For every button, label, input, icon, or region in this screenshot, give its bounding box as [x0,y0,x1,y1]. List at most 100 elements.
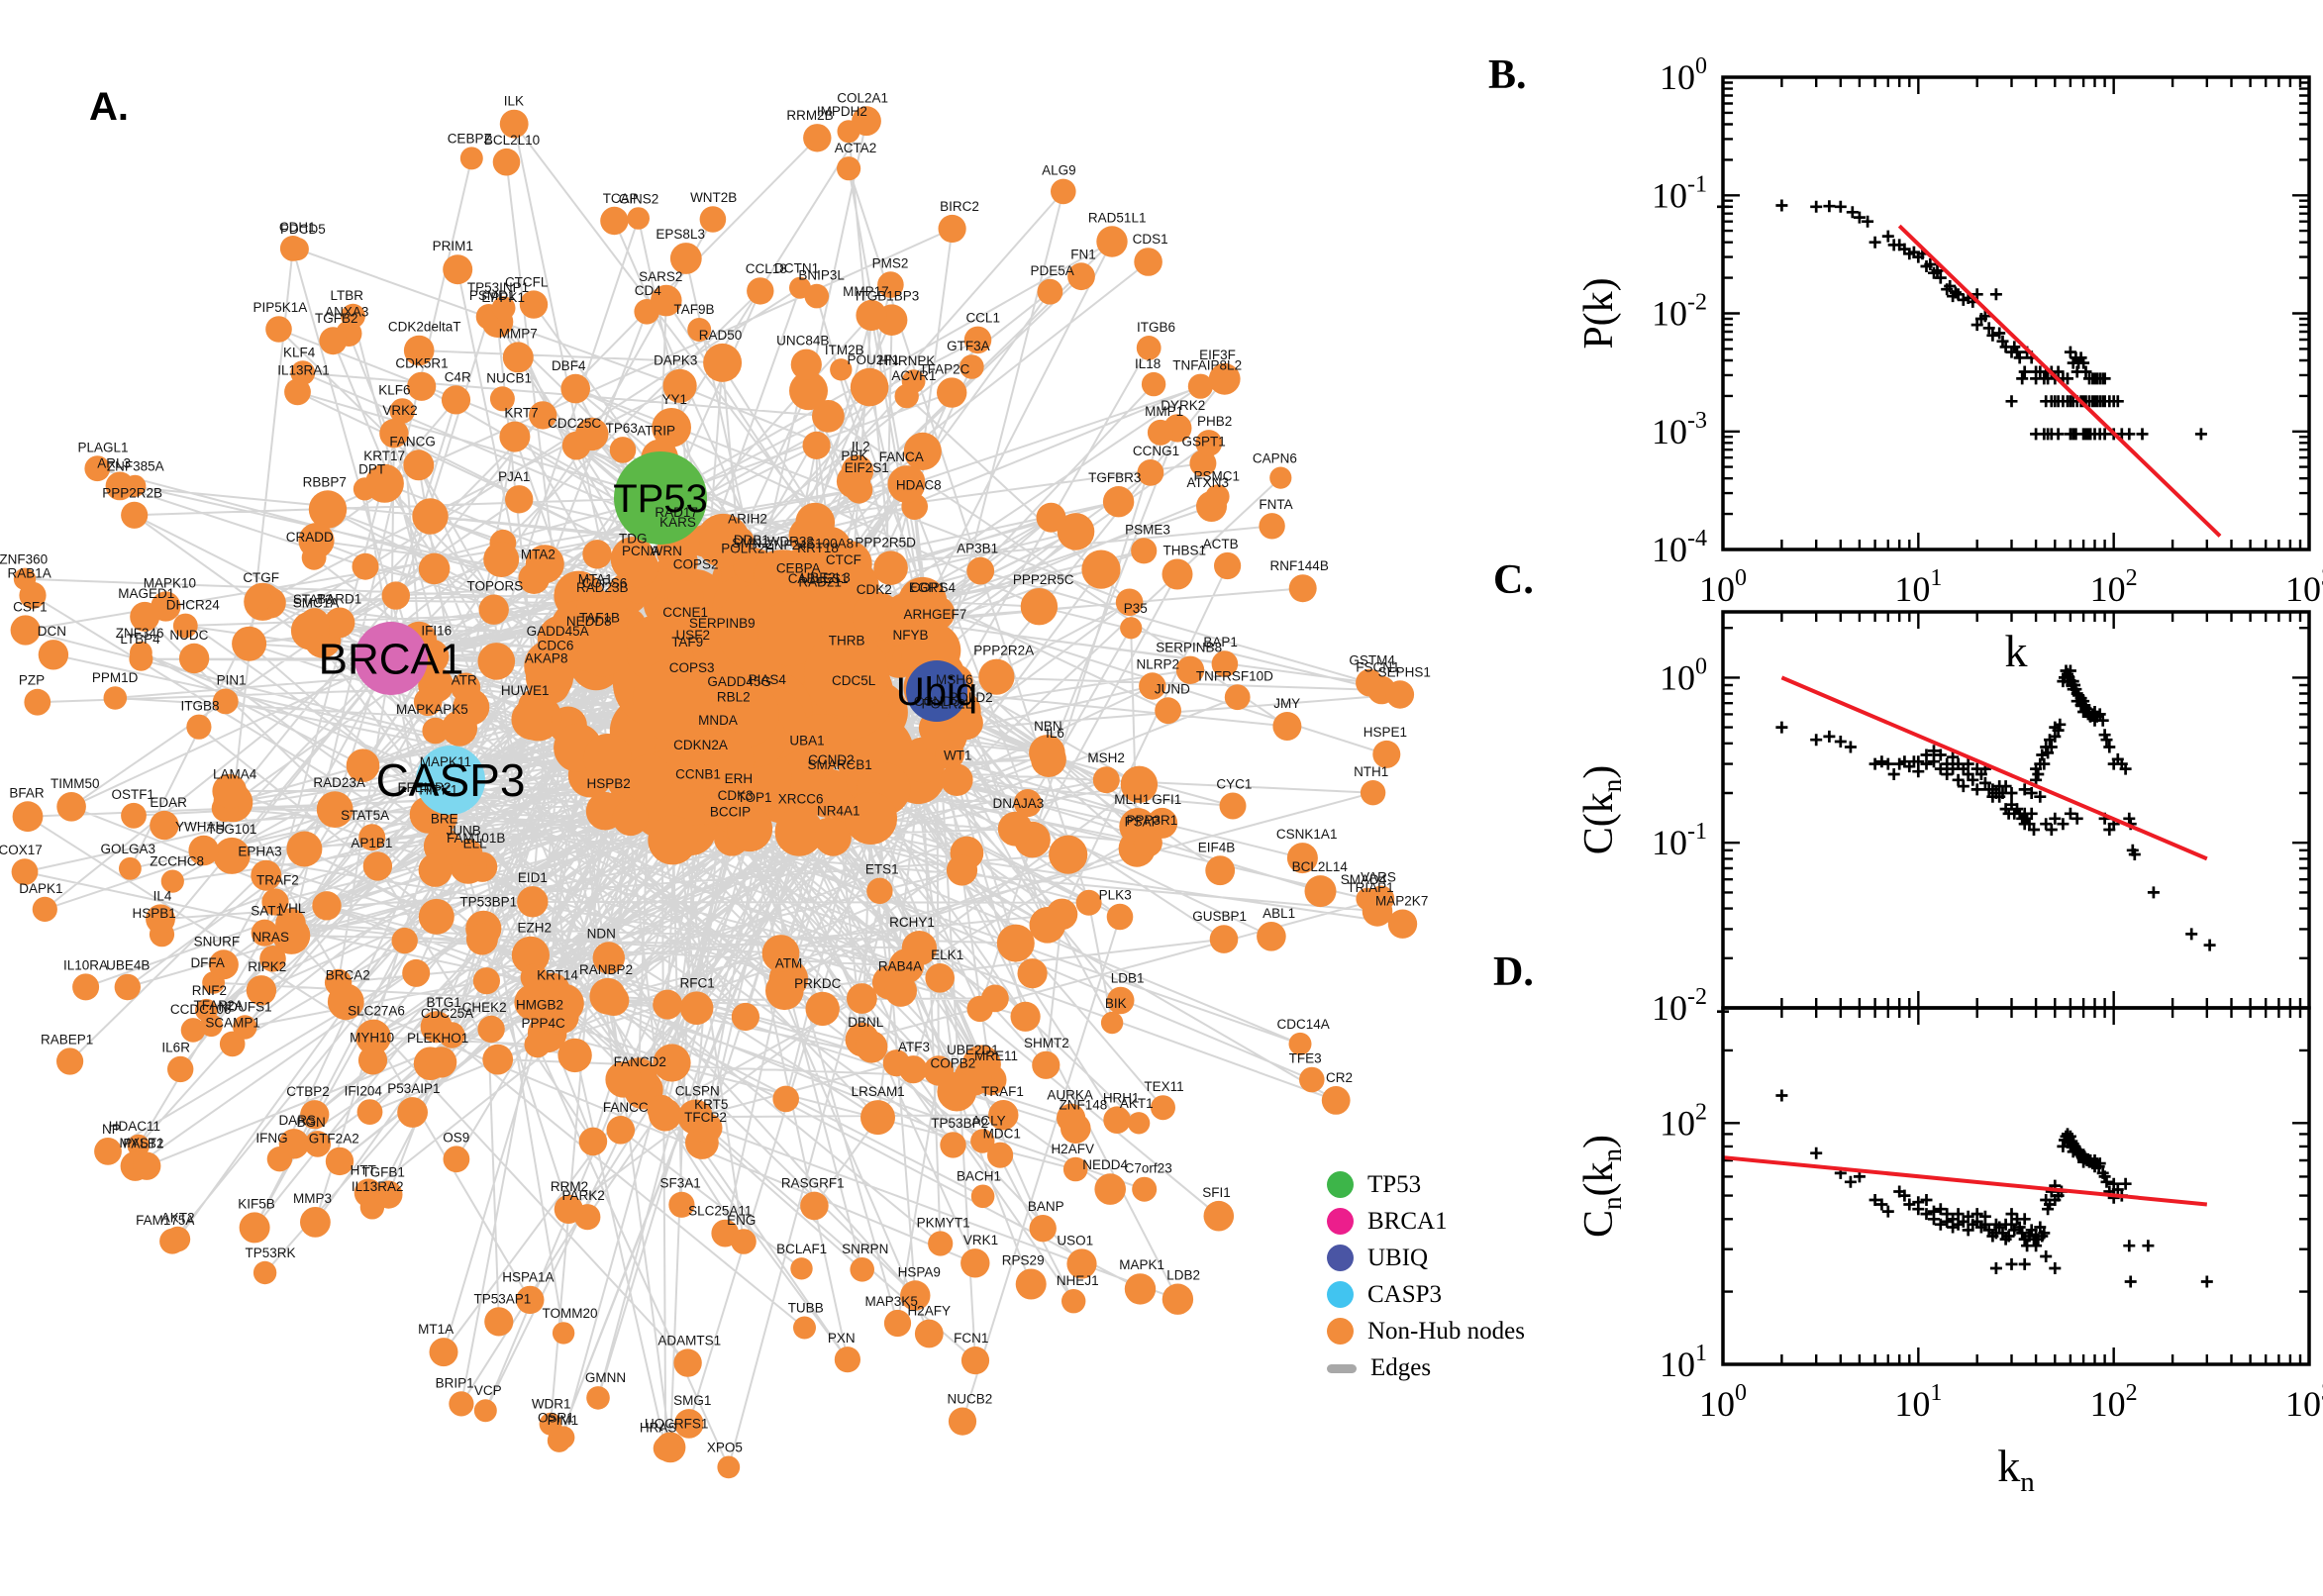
network-node-label: SFI1 [1202,1185,1231,1200]
network-node [465,923,498,955]
network-node-label: WNT2B [690,190,737,205]
network-node [754,557,787,591]
network-node-label: CCNG1 [1133,444,1179,458]
network-node-label: ACTA2 [835,141,877,155]
network-node [866,877,893,904]
network-node [937,377,967,408]
network-node [1057,513,1095,550]
network-node [960,1248,990,1278]
network-node-label: DBNL [848,1015,884,1030]
network-node-label: POLR2H [721,541,774,555]
axis-tick-label: 103 [2285,1380,2323,1424]
network-node [877,271,904,298]
network-node [441,710,478,747]
network-node [167,1055,194,1083]
network-node [970,1184,995,1209]
network-node-label: SMN1 [732,536,769,550]
hub-node-tp53 [614,451,707,545]
network-node [1029,907,1066,944]
network-node-label: RAD21 [798,575,842,590]
network-node [687,729,756,796]
axis-tick-label: 103 [2285,565,2323,609]
network-node-label: CRADD [286,530,334,545]
network-node-label: RIPK2 [248,959,286,974]
network-node-label: NEDD8 [566,614,612,629]
plot-frame [1721,1006,2311,1366]
network-node-label: C4R [445,369,471,384]
network-node-label: TSG101 [207,822,256,837]
legend-item-brca1: BRCA1 [1327,1203,1525,1240]
network-node-label: COPB2 [931,1056,976,1071]
axis-tick-label: 10-2 [1652,290,1707,334]
network-node [443,1146,470,1173]
network-node-label: TAF1B [579,611,620,626]
network-node-label: KARS [659,515,696,530]
network-node [667,580,704,617]
network-node [180,1018,206,1043]
network-node-label: STAT3 [293,592,333,607]
network-node [1049,835,1088,874]
network-node-label: THBS1 [1163,544,1207,558]
network-node [1075,889,1102,916]
network-node-label: MMP3 [293,1191,332,1206]
network-node-label: HRH1 [1103,1090,1140,1105]
network-node [285,237,309,261]
network-node-label: CDC14A [1277,1017,1330,1032]
network-node-label: HDAC11 [109,1119,160,1134]
network-node-label: HRAS [640,1421,677,1436]
network-node-label: KIF5B [238,1196,275,1211]
network-node-label: HTT [351,1162,376,1177]
network-node [1067,262,1095,291]
network-node-label: CDK2deltaT [388,320,461,335]
network-node-label: MSH2 [1087,750,1125,765]
fit-line [1780,675,2208,861]
network-node-label: TP53AP1 [474,1291,532,1306]
network-node-label: BIK [1105,996,1127,1011]
network-node-label: PPM1D [92,670,139,685]
network-node-label: DPT [358,461,385,476]
network-node [1015,1268,1047,1300]
network-node [552,1322,575,1345]
network-node [1127,1112,1151,1135]
network-node [586,1386,610,1410]
axis-tick-label: 101 [1894,1380,1942,1424]
network-node-label: CCND2 [808,752,855,767]
network-node [1124,1273,1157,1305]
network-node-label: OSR1 [538,1410,574,1425]
network-node-label: PMS2 [872,255,909,270]
network-node [358,824,386,851]
network-node [449,1391,474,1417]
network-node [72,973,100,1001]
network-node [1139,672,1166,700]
network-node-label: FANCC [603,1100,649,1115]
network-node-label: LDB1 [1111,971,1145,986]
network-node-label: RAB1A [7,566,50,581]
network-node-label: TRAF1 [981,1084,1024,1099]
network-node-label: PLK3 [1099,888,1132,903]
network-node-label: CDK2 [857,582,892,597]
network-node [56,792,86,822]
network-node-label: TGFB1 [361,1165,405,1180]
statistics-charts: 10-410-310-210-1100100101102103kP(k)10-2… [1576,53,2323,1498]
network-node-label: ELK1 [931,948,963,962]
network-node-label: CCDC106 [170,1002,232,1017]
network-node-label: STAT5A [341,808,389,823]
network-node-label: PPP2R5C [1013,572,1074,587]
casp3-node-icon [1327,1281,1354,1308]
network-node-label: TGFB2 [315,311,358,326]
network-node [491,296,516,320]
network-node-label: BCCIP [710,804,751,819]
legend-label: TP53 [1367,1170,1422,1198]
network-node-label: IL2 [852,440,870,454]
network-node-label: BFAR [9,785,45,800]
network-node [299,608,330,638]
network-node-label: NBN [1034,719,1062,734]
ubiq-node-icon [1327,1245,1354,1271]
network-node-label: FN1 [1070,247,1096,261]
network-node [1288,574,1317,603]
network-node-label: LTBR [330,288,363,303]
network-node-label: CD4 [635,283,661,298]
legend-item-tp53: TP53 [1327,1166,1525,1203]
network-node-label: SMARCB1 [807,757,871,772]
network-node-label: CTGF [243,570,279,585]
